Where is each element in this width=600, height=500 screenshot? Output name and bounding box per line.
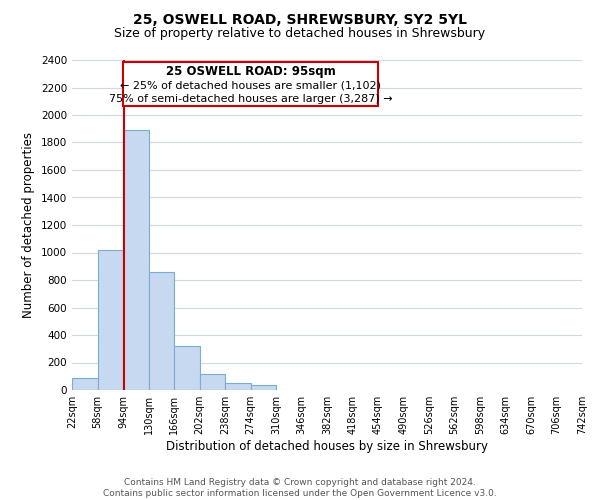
Bar — [72, 378, 97, 390]
Bar — [174, 346, 199, 390]
FancyBboxPatch shape — [123, 62, 378, 106]
Text: ← 25% of detached houses are smaller (1,102): ← 25% of detached houses are smaller (1,… — [120, 80, 381, 90]
Text: 25 OSWELL ROAD: 95sqm: 25 OSWELL ROAD: 95sqm — [166, 65, 335, 78]
Y-axis label: Number of detached properties: Number of detached properties — [22, 132, 35, 318]
Bar — [97, 250, 123, 390]
Bar — [251, 385, 276, 390]
Text: Contains HM Land Registry data © Crown copyright and database right 2024.
Contai: Contains HM Land Registry data © Crown c… — [103, 478, 497, 498]
Text: Size of property relative to detached houses in Shrewsbury: Size of property relative to detached ho… — [115, 28, 485, 40]
Text: 75% of semi-detached houses are larger (3,287) →: 75% of semi-detached houses are larger (… — [109, 94, 392, 104]
Bar — [199, 374, 225, 390]
Bar — [149, 272, 174, 390]
Bar — [123, 130, 149, 390]
Bar — [225, 383, 251, 390]
X-axis label: Distribution of detached houses by size in Shrewsbury: Distribution of detached houses by size … — [166, 440, 488, 453]
Text: 25, OSWELL ROAD, SHREWSBURY, SY2 5YL: 25, OSWELL ROAD, SHREWSBURY, SY2 5YL — [133, 12, 467, 26]
